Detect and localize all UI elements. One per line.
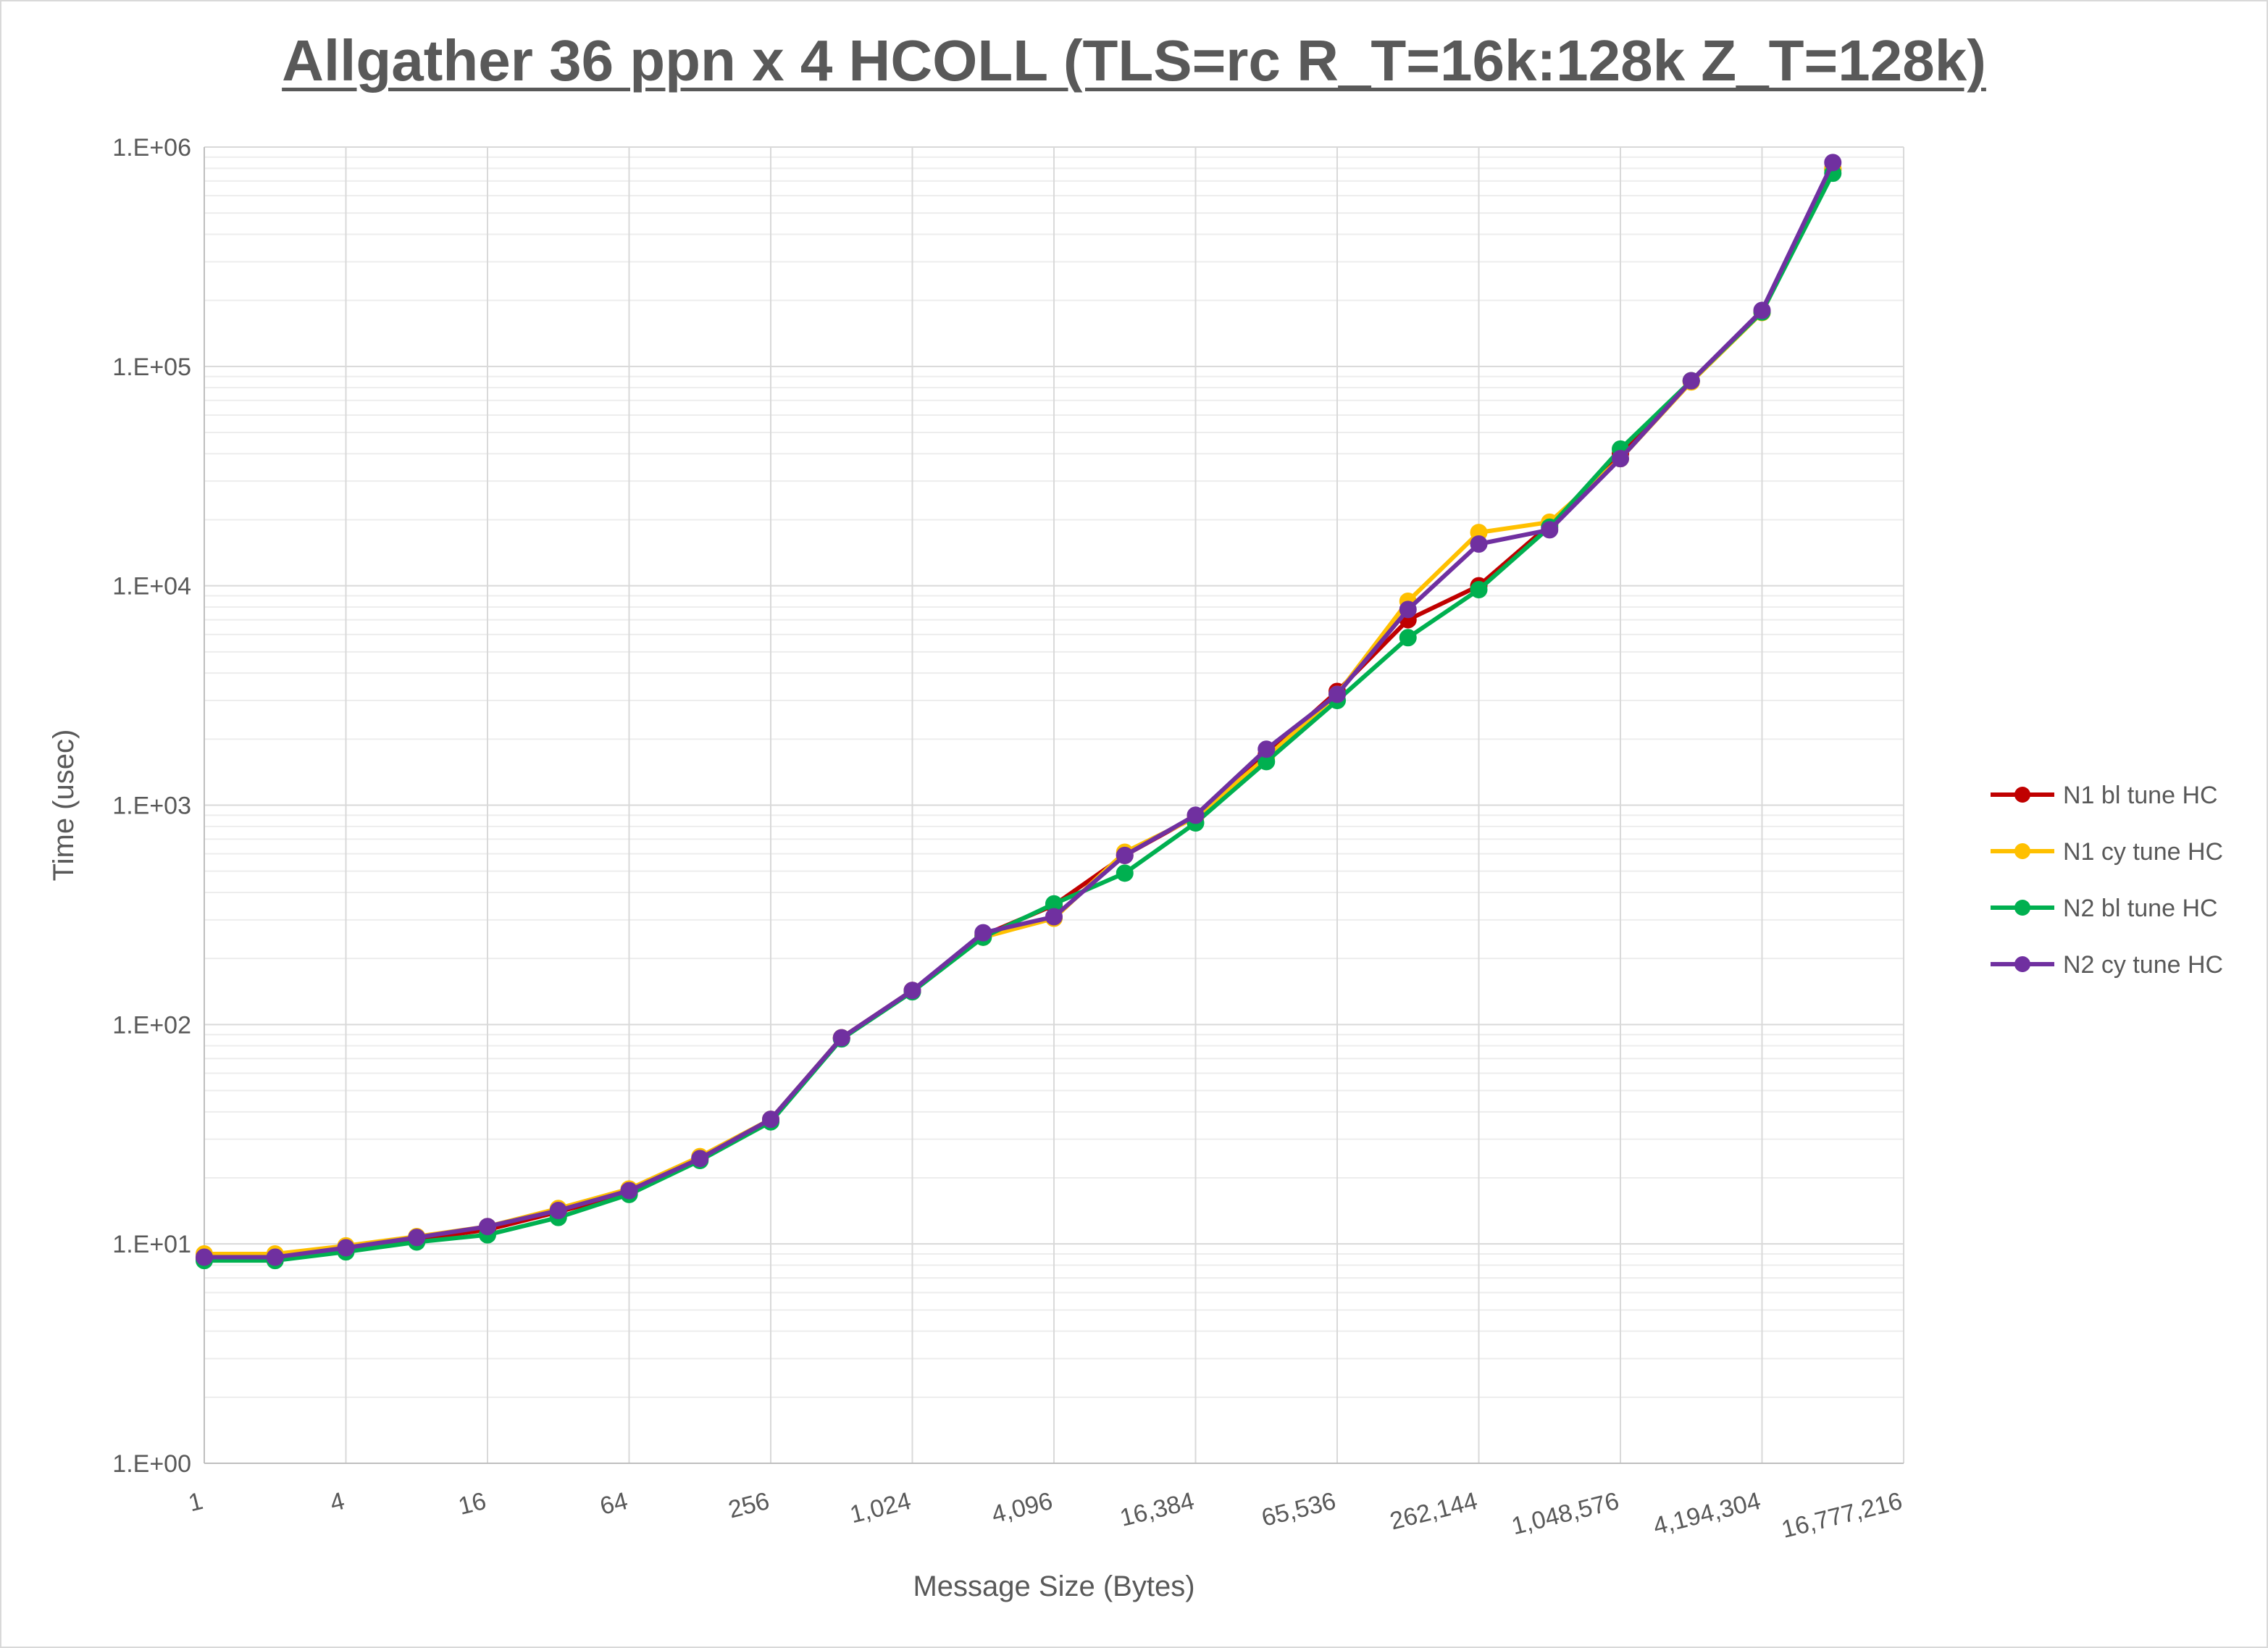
legend-marker [2014,787,2030,803]
data-point [1399,629,1417,647]
data-point [974,924,992,942]
x-tick-label: 1 [185,1487,206,1517]
y-tick-label: 1.E+01 [112,1231,191,1258]
data-point [1470,581,1488,599]
chart-title-text: Allgather 36 ppn x 4 HCOLL (TLS=rc R_T=1… [282,28,1986,93]
data-point [266,1248,284,1266]
data-point [1824,154,1842,172]
x-tick-label: 256 [726,1487,772,1524]
y-tick-label: 1.E+05 [112,354,191,381]
grid [204,146,1904,1464]
x-tick-label: 16,777,216 [1779,1487,1905,1544]
series-line [202,160,1836,1260]
legend-label: N2 bl tune HC [2063,895,2218,922]
data-point [1258,740,1276,758]
data-point [196,1248,213,1266]
data-point [1470,535,1488,553]
x-tick-label: 1,024 [848,1487,914,1528]
y-tick-label: 1.E+04 [112,573,191,601]
y-tick-label: 1.E+06 [112,134,191,162]
y-axis-label: Time (usec) [48,729,80,882]
x-tick-label: 4,096 [989,1487,1055,1528]
chart-title: Allgather 36 ppn x 4 HCOLL (TLS=rc R_T=1… [0,28,2268,94]
data-point [1753,301,1771,319]
legend-marker [2014,900,2030,916]
data-point [549,1202,567,1220]
axes [204,147,1904,1464]
y-tick-label: 1.E+03 [112,792,191,820]
data-point [1045,908,1063,926]
data-point [832,1029,850,1047]
data-point [408,1229,426,1247]
data-point [620,1181,638,1200]
y-tick-label: 1.E+00 [112,1450,191,1478]
data-point [1328,685,1346,703]
data-point [762,1110,779,1129]
data-point [1116,864,1134,882]
legend: N1 bl tune HC N1 cy tune HC N2 bl tune HC N… [1991,782,2223,979]
y-tick-label: 1.E+02 [112,1011,191,1039]
data-point [903,982,921,1000]
data-point [1612,450,1629,468]
x-tick-label: 16,384 [1117,1487,1197,1532]
data-point [1541,521,1559,539]
series-line [202,167,1836,1260]
legend-label: N2 cy tune HC [2063,951,2223,979]
x-tick-label: 65,536 [1259,1487,1339,1532]
x-tick-label: 1,048,576 [1509,1487,1622,1540]
legend-label: N1 bl tune HC [2063,782,2218,809]
data-point [691,1150,709,1168]
data-point [337,1239,355,1257]
x-tick-label: 262,144 [1387,1487,1480,1536]
data-point [1116,846,1134,864]
data-point [1399,601,1417,619]
x-tick-label: 16 [456,1487,489,1521]
series-line [202,171,1836,1263]
data-point [1187,806,1205,824]
legend-marker [2014,956,2030,972]
data-point [1682,372,1700,390]
legend-label: N1 cy tune HC [2063,838,2223,866]
data-point [479,1218,496,1236]
x-tick-label: 4,194,304 [1650,1487,1763,1540]
legend-marker [2014,843,2030,859]
x-axis-label: Message Size (Bytes) [913,1570,1194,1602]
x-tick-label: 64 [598,1487,631,1521]
x-tick-label: 4 [327,1487,348,1517]
series-group [196,154,1842,1270]
